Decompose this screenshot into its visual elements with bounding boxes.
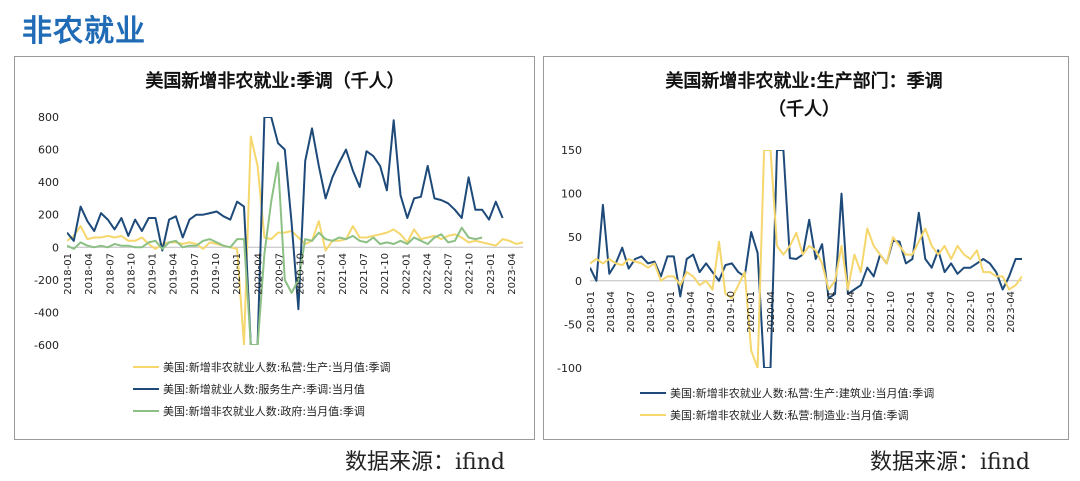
x-tick-label: 2020-04 [253,253,264,295]
x-tick-label: 2021-04 [338,253,349,295]
y-tick-label: -200 [34,274,59,287]
x-tick-label: 2023-04 [507,253,518,295]
y-tick-label: 200 [38,209,59,222]
y-tick-label: 150 [561,144,582,157]
x-tick-label: 2022-10 [465,253,476,295]
x-tick-label: 2022-10 [966,291,977,333]
x-tick-label: 2019-01 [666,291,677,333]
series-line-3 [67,161,483,345]
legend-entry: 美国:新增非农就业人数:私营:制造业:当月值:季调 [670,408,909,422]
y-tick-label: 50 [568,231,582,244]
x-tick-label: 2020-10 [806,291,817,333]
x-tick-label: 2022-07 [946,291,957,333]
y-tick-label: -400 [34,306,59,319]
series-line-1 [590,150,1022,368]
x-tick-label: 2019-04 [169,253,180,295]
x-tick-label: 2018-01 [586,291,597,333]
legend-entry: 美国:新增就业人数:服务生产:季调:当月值 [163,382,365,396]
chart-nonfarm-total: 美国新增非农就业:季调（千人） -600 -400 -200 0 200 400 600 800… [34,70,523,418]
x-tick-label: 2021-07 [866,291,877,333]
legend-entry: 美国:新增非农就业人数:政府:当月值:季调 [163,404,365,418]
x-tick-label: 2020-07 [786,291,797,333]
x-tick-label: 2018-04 [606,291,617,333]
y-tick-label: -50 [564,318,582,331]
x-tick-label: 2021-07 [359,253,370,295]
x-tick-label: 2022-04 [926,291,937,333]
x-tick-label: 2018-01 [63,253,74,295]
chart-title-line-1: 美国新增非农就业:生产部门：季调 [665,70,942,92]
x-tick-label: 2022-04 [422,253,433,295]
source-note-left: 数据来源：ifind [345,450,505,475]
x-tick-label: 2020-07 [274,253,285,295]
x-tick-label: 2023-01 [986,291,997,333]
series-line-1 [67,135,523,345]
y-tick-label: 100 [561,188,582,201]
x-tick-label: 2018-07 [626,291,637,333]
x-tick-label: 2020-01 [232,253,243,295]
y-tick-label: 600 [38,144,59,157]
source-note-right: 数据来源：ifind [870,450,1030,475]
x-tick-label: 2022-01 [401,253,412,295]
x-tick-label: 2019-10 [211,253,222,295]
series-line-2 [590,150,1022,368]
legend-entry: 美国:新增非农就业人数:私营:生产:当月值:季调 [163,360,391,374]
x-tick-label: 2018-04 [84,253,95,295]
x-tick-label: 2019-07 [190,253,201,295]
x-tick-label: 2021-10 [380,253,391,295]
x-tick-label: 2019-10 [726,291,737,333]
x-tick-label: 2020-01 [746,291,757,333]
x-tick-label: 2023-04 [1006,291,1017,333]
y-tick-label: 800 [38,111,59,124]
x-tick-label: 2019-01 [148,253,159,295]
x-tick-label: 2018-10 [646,291,657,333]
x-tick-label: 2019-07 [706,291,717,333]
x-tick-label: 2018-07 [105,253,116,295]
x-tick-label: 2021-01 [317,253,328,295]
y-tick-label: -600 [34,339,59,352]
chart-nonfarm-production: 美国新增非农就业:生产部门：季调 （千人） -100 -50 0 50 100 150 2018… [557,70,1022,422]
chart-title: 美国新增非农就业:季调（千人） [145,70,404,92]
series-line-2 [67,117,504,345]
chart-title-line-2: （千人） [768,99,840,120]
y-tick-label: -100 [557,362,582,375]
legend-entry: 美国:新增非农就业人数:私营:生产:建筑业:当月值:季调 [670,386,934,400]
y-tick-label: 0 [52,241,59,254]
x-tick-label: 2021-01 [826,291,837,333]
y-tick-label: 400 [38,176,59,189]
x-tick-label: 2020-10 [296,253,307,295]
chart-panel-nonfarm-production: 美国新增非农就业:生产部门：季调 （千人） -100 -50 0 50 100 150 2018… [543,56,1069,440]
page-title: 非农就业 [22,14,146,49]
x-tick-label: 2023-01 [486,253,497,295]
y-tick-label: 0 [575,275,582,288]
chart-panel-nonfarm-total: 美国新增非农就业:季调（千人） -600 -400 -200 0 200 400 600 800… [14,56,535,440]
x-tick-label: 2020-04 [766,291,777,333]
x-tick-label: 2019-04 [686,291,697,333]
x-tick-label: 2022-07 [444,253,455,295]
x-tick-label: 2021-10 [886,291,897,333]
x-tick-label: 2022-01 [906,291,917,333]
x-tick-label: 2018-10 [126,253,137,295]
x-tick-label: 2021-04 [846,291,857,333]
